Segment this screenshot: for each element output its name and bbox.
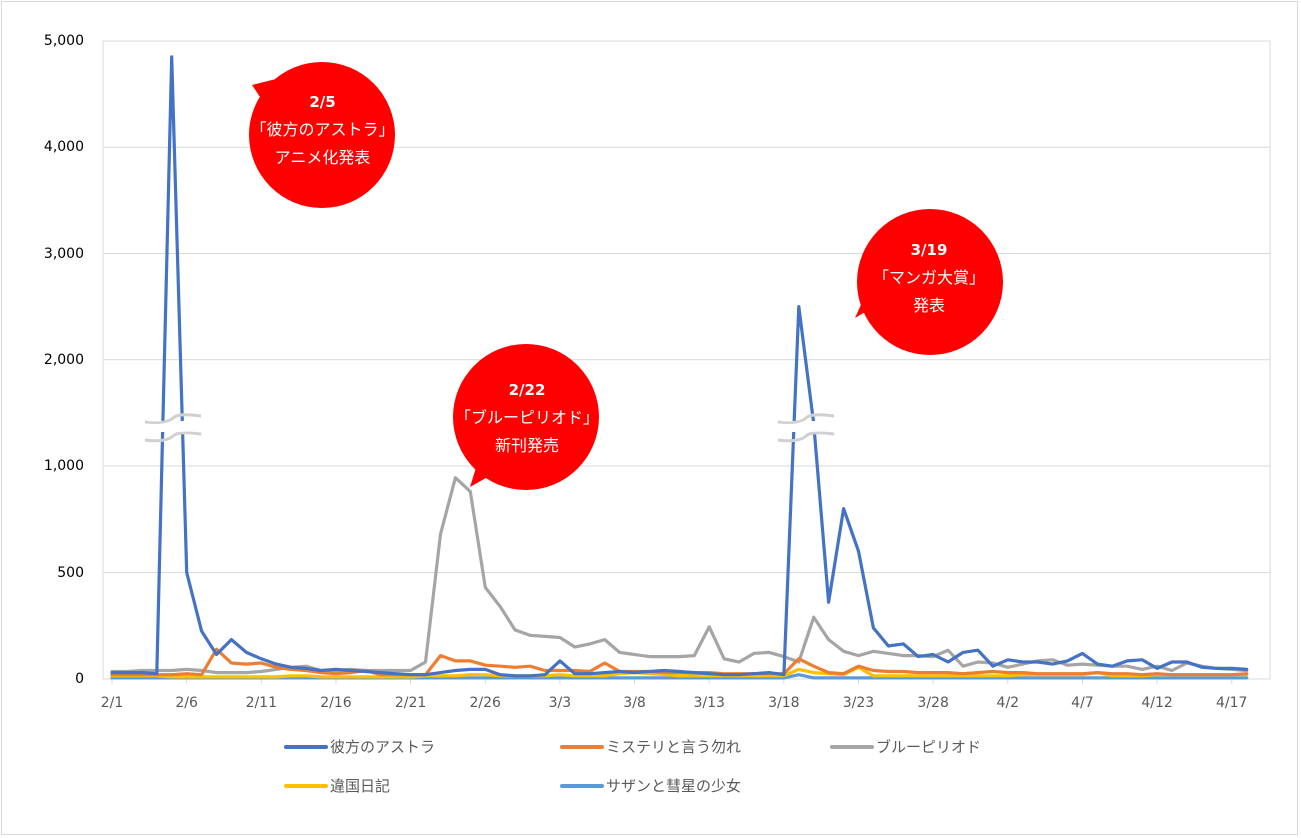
x-tick-label: 2/11 [245,695,278,711]
y-tick-1000: 1,000 [43,458,84,474]
x-tick-label: 2/21 [394,695,427,711]
legend-label: ブルーピリオド [876,738,982,756]
legend-line-icon [284,744,328,749]
callout-bubble [857,209,1003,355]
x-tick-label: 2/6 [175,695,198,711]
legend-label: ミステリと言う勿れ [606,738,742,756]
legend-label: 違国日記 [330,777,391,795]
callout-desc: 新刊発売 [494,436,559,455]
legend-line-icon [830,744,874,749]
y-tick-500: 500 [57,565,84,581]
callout-desc: 発表 [912,296,945,315]
x-tick-label: 3/18 [768,695,800,711]
x-tick-label: 3/8 [623,695,646,711]
legend-item-southern[interactable]: サザンと彗星の少女 [560,775,741,796]
x-tick-label: 3/3 [548,695,572,711]
y-tick-0: 0 [75,671,84,687]
callout-title: 「マンガ大賞」 [872,268,985,287]
x-tick-label: 3/23 [842,695,875,711]
callout-blue-period-release: 2/22 「ブルーピリオド」 新刊発売 [447,376,607,460]
legend-item-mystery[interactable]: ミステリと言う勿れ [560,736,741,757]
x-tick-label: 3/28 [917,695,949,711]
legend-item-blue-period[interactable]: ブルーピリオド [830,736,981,757]
callout-title: 「彼方のアストラ」 [250,120,395,139]
x-tick-label: 2/16 [320,695,352,711]
x-tick-label: 4/12 [1141,695,1173,711]
y-tick-3000: 3,000 [43,246,84,262]
callout-date: 3/19 [910,241,948,259]
series-line [110,673,1249,680]
legend-label: サザンと彗星の少女 [606,777,742,795]
callout-bubble [453,344,599,490]
callout-bubble [249,62,395,208]
callout-astra-anime: 2/5 「彼方のアストラ」 アニメ化発表 [245,88,400,172]
legend-line-icon [284,783,328,788]
callout-date: 2/5 [309,93,336,111]
callout-manga-taisho: 3/19 「マンガ大賞」 発表 [859,236,999,320]
x-tick-label: 2/1 [100,695,124,711]
callout-title: 「ブルーピリオド」 [454,408,599,427]
legend-line-icon [560,744,604,749]
y-tick-2000: 2,000 [43,352,84,368]
x-tick-label: 4/17 [1216,695,1248,711]
legend-label: 彼方のアストラ [330,738,436,756]
x-tick-label: 2/26 [469,695,501,711]
x-tick-label: 4/2 [996,695,1020,711]
x-tick-label: 3/13 [693,695,725,711]
y-tick-5000: 5,000 [43,33,84,49]
callout-date: 2/22 [508,381,546,399]
series-line [110,55,1249,678]
x-tick-label: 4/7 [1071,695,1094,711]
callout-desc: アニメ化発表 [274,148,371,167]
legend-item-ikoku-nikki[interactable]: 違国日記 [284,775,390,796]
legend-item-astra[interactable]: 彼方のアストラ [284,736,435,757]
legend-line-icon [560,783,604,788]
series-line [110,476,1249,675]
y-tick-4000: 4,000 [43,139,84,155]
